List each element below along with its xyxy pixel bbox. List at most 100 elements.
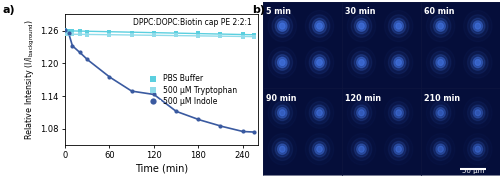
Point xyxy=(106,33,114,36)
Circle shape xyxy=(470,18,485,34)
Y-axis label: Relative Intensity (I/I$_\mathrm{background}$): Relative Intensity (I/I$_\mathrm{backgro… xyxy=(24,19,38,140)
Circle shape xyxy=(468,102,488,124)
Circle shape xyxy=(396,146,402,152)
Circle shape xyxy=(475,146,480,152)
Circle shape xyxy=(312,141,326,157)
Circle shape xyxy=(436,57,446,68)
Circle shape xyxy=(315,108,324,118)
Circle shape xyxy=(272,102,292,124)
Circle shape xyxy=(470,55,485,70)
Point xyxy=(216,35,224,37)
X-axis label: Time (min): Time (min) xyxy=(134,163,188,173)
Circle shape xyxy=(316,110,322,116)
Point xyxy=(68,44,76,47)
Circle shape xyxy=(468,15,488,37)
Circle shape xyxy=(438,59,444,65)
Point xyxy=(250,33,258,36)
Circle shape xyxy=(278,144,287,154)
Point xyxy=(150,34,158,37)
Circle shape xyxy=(475,59,480,65)
Point xyxy=(61,28,69,31)
Circle shape xyxy=(394,57,404,68)
Circle shape xyxy=(312,18,326,34)
Point xyxy=(64,32,72,35)
Point xyxy=(83,33,91,36)
Circle shape xyxy=(351,15,372,37)
Point xyxy=(106,76,114,78)
Circle shape xyxy=(272,138,292,161)
Circle shape xyxy=(358,146,364,152)
Circle shape xyxy=(275,55,289,70)
Point xyxy=(68,30,76,33)
Circle shape xyxy=(396,59,402,65)
Point xyxy=(68,33,76,36)
Point xyxy=(61,32,69,35)
Circle shape xyxy=(396,110,402,116)
Circle shape xyxy=(392,105,406,121)
Circle shape xyxy=(351,138,372,161)
Circle shape xyxy=(316,59,322,65)
Point xyxy=(83,30,91,33)
Circle shape xyxy=(280,146,285,152)
Circle shape xyxy=(434,55,448,70)
Circle shape xyxy=(351,51,372,74)
Circle shape xyxy=(309,15,330,37)
Circle shape xyxy=(475,23,480,29)
Circle shape xyxy=(312,55,326,70)
Point xyxy=(216,125,224,127)
Text: 210 min: 210 min xyxy=(424,94,460,103)
Circle shape xyxy=(316,146,322,152)
Point xyxy=(194,118,202,121)
Text: 30 min: 30 min xyxy=(345,7,376,16)
Circle shape xyxy=(315,21,324,31)
Circle shape xyxy=(275,141,289,157)
Point xyxy=(238,35,246,38)
Text: 90 min: 90 min xyxy=(266,94,296,103)
Point xyxy=(194,32,202,35)
Circle shape xyxy=(275,105,289,121)
Circle shape xyxy=(473,57,482,68)
Circle shape xyxy=(436,108,446,118)
Circle shape xyxy=(356,21,366,31)
Circle shape xyxy=(434,105,448,121)
Circle shape xyxy=(358,59,364,65)
Text: 50 μm: 50 μm xyxy=(462,168,484,174)
Circle shape xyxy=(394,144,404,154)
Circle shape xyxy=(392,18,406,34)
Circle shape xyxy=(278,21,287,31)
Circle shape xyxy=(354,105,368,121)
Circle shape xyxy=(309,138,330,161)
Circle shape xyxy=(470,105,485,121)
Circle shape xyxy=(430,15,451,37)
Circle shape xyxy=(396,23,402,29)
Point xyxy=(172,110,180,113)
Circle shape xyxy=(468,138,488,161)
Point xyxy=(128,33,136,36)
Circle shape xyxy=(468,51,488,74)
Circle shape xyxy=(470,141,485,157)
Circle shape xyxy=(434,18,448,34)
Circle shape xyxy=(438,110,444,116)
Circle shape xyxy=(473,144,482,154)
Circle shape xyxy=(315,57,324,68)
Point xyxy=(76,33,84,36)
Point xyxy=(150,93,158,96)
Circle shape xyxy=(275,18,289,34)
Circle shape xyxy=(392,55,406,70)
Circle shape xyxy=(316,23,322,29)
Circle shape xyxy=(356,108,366,118)
Circle shape xyxy=(438,23,444,29)
Point xyxy=(128,90,136,93)
Circle shape xyxy=(278,57,287,68)
Circle shape xyxy=(394,108,404,118)
Legend: PBS Buffer, 500 μM Tryptophan, 500 μM Indole: PBS Buffer, 500 μM Tryptophan, 500 μM In… xyxy=(142,71,240,109)
Point xyxy=(64,32,72,35)
Circle shape xyxy=(392,141,406,157)
Point xyxy=(172,34,180,37)
Point xyxy=(238,130,246,133)
Point xyxy=(128,31,136,34)
Text: 60 min: 60 min xyxy=(424,7,454,16)
Circle shape xyxy=(309,102,330,124)
Circle shape xyxy=(388,15,409,37)
Point xyxy=(150,31,158,34)
